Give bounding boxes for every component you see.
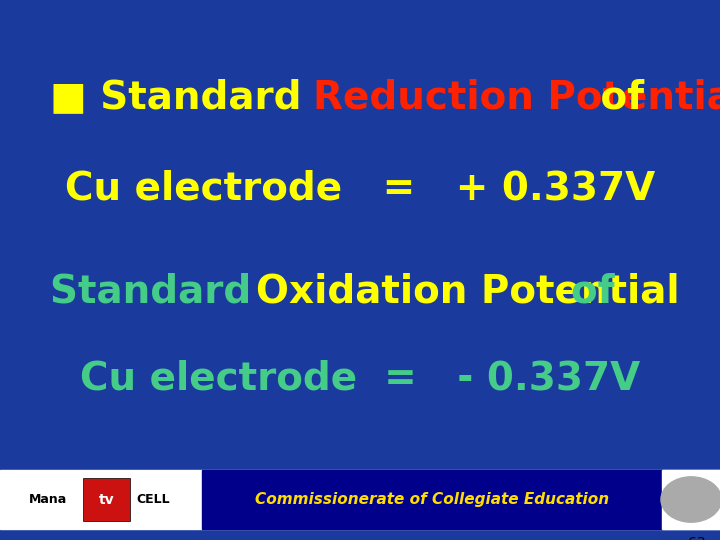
Text: Mana: Mana xyxy=(29,493,67,506)
FancyBboxPatch shape xyxy=(0,470,720,529)
Text: Cu electrode  =   - 0.337V: Cu electrode = - 0.337V xyxy=(80,359,640,397)
Text: Cu electrode   =   + 0.337V: Cu electrode = + 0.337V xyxy=(65,170,655,208)
FancyBboxPatch shape xyxy=(202,470,662,529)
Text: Commissionerate of Collegiate Education: Commissionerate of Collegiate Education xyxy=(255,492,609,507)
Text: tv: tv xyxy=(99,492,114,507)
Text: CELL: CELL xyxy=(137,493,171,506)
Text: Reduction Potential: Reduction Potential xyxy=(313,78,720,116)
FancyBboxPatch shape xyxy=(83,478,130,521)
Text: of: of xyxy=(587,78,644,116)
Text: 63: 63 xyxy=(688,536,706,540)
FancyBboxPatch shape xyxy=(662,470,720,529)
Text: ■ Standard: ■ Standard xyxy=(50,78,329,116)
Text: of: of xyxy=(544,273,614,310)
Circle shape xyxy=(661,477,720,522)
Text: Oxidation Potential: Oxidation Potential xyxy=(256,273,679,310)
Text: Standard: Standard xyxy=(50,273,265,310)
